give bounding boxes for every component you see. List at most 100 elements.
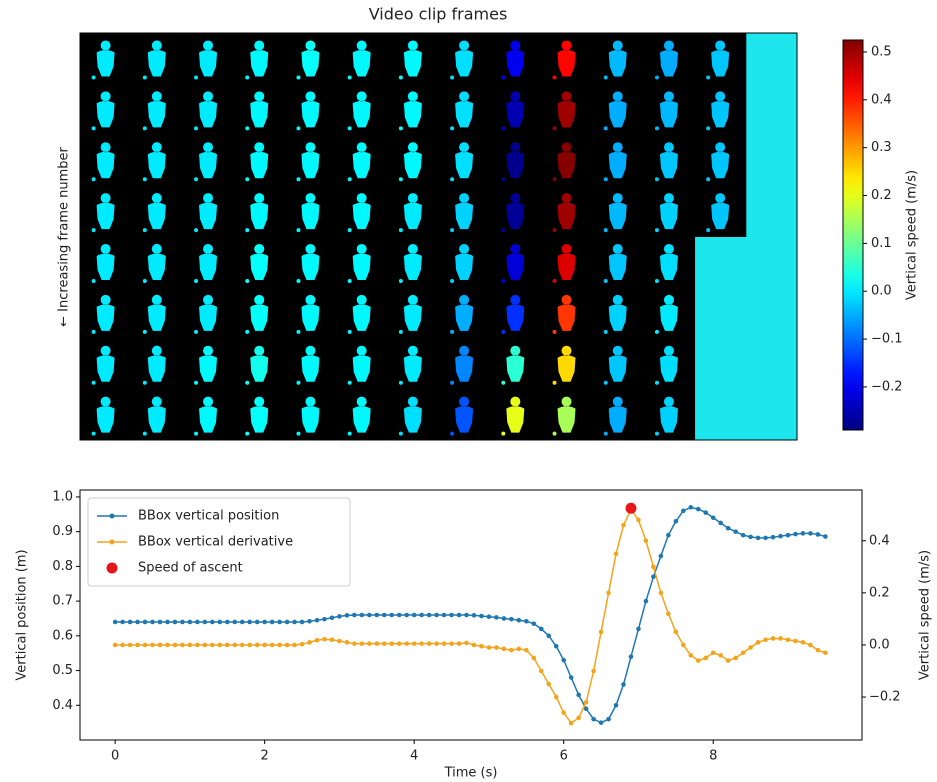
frame — [347, 40, 371, 80]
frame — [450, 345, 474, 385]
marker — [396, 612, 402, 618]
y2-tick-label: 0.2 — [869, 585, 890, 600]
marker — [157, 642, 163, 648]
marker — [344, 613, 350, 618]
frame — [296, 193, 320, 233]
marker — [516, 617, 522, 623]
frame — [142, 396, 166, 436]
marker — [329, 615, 335, 621]
frame — [347, 193, 371, 233]
frame — [91, 40, 115, 80]
marker — [740, 650, 746, 656]
marker — [800, 531, 806, 536]
marker — [120, 619, 125, 625]
marker — [314, 617, 320, 623]
frame — [706, 142, 730, 182]
marker — [755, 535, 761, 541]
marker — [232, 642, 238, 648]
frame — [398, 294, 422, 334]
frame — [501, 40, 525, 80]
marker — [150, 619, 155, 625]
colorbar-tick-label: 0.5 — [871, 44, 892, 59]
marker — [823, 650, 828, 656]
marker — [793, 531, 798, 537]
marker — [695, 658, 701, 663]
marker — [127, 642, 133, 648]
marker — [210, 642, 215, 648]
frame — [245, 243, 269, 283]
marker — [494, 615, 499, 620]
frames-y-label: ← Increasing frame number — [57, 147, 72, 327]
frame — [194, 193, 218, 233]
frame — [706, 40, 730, 80]
marker — [553, 694, 559, 700]
frame — [245, 396, 269, 436]
marker — [748, 645, 753, 650]
frame — [603, 396, 627, 436]
marker — [284, 642, 290, 648]
frame — [194, 345, 218, 385]
marker — [239, 619, 245, 625]
marker — [606, 590, 611, 596]
y-tick-label: 1.0 — [52, 489, 73, 504]
marker — [120, 642, 125, 648]
marker — [224, 642, 230, 648]
x-tick-label: 2 — [261, 749, 269, 764]
colorbar-tick-label: 0.3 — [871, 140, 892, 155]
marker — [202, 619, 208, 625]
frame — [91, 193, 115, 233]
marker — [434, 641, 439, 646]
marker — [651, 574, 656, 580]
marker — [195, 642, 200, 648]
frame — [194, 91, 218, 131]
marker — [329, 637, 335, 643]
frame — [347, 142, 371, 182]
marker — [247, 642, 253, 648]
frame — [603, 91, 627, 131]
colorbar — [842, 39, 864, 431]
marker — [322, 636, 327, 642]
marker — [524, 647, 529, 653]
marker — [381, 612, 387, 618]
marker — [785, 637, 791, 643]
marker — [359, 641, 365, 646]
marker — [441, 641, 447, 646]
marker — [561, 710, 567, 715]
marker — [471, 642, 477, 648]
marker — [546, 681, 552, 687]
marker — [815, 647, 821, 653]
marker — [725, 658, 731, 663]
frame — [398, 91, 422, 131]
frame — [450, 40, 474, 80]
marker — [501, 646, 507, 652]
marker — [112, 642, 118, 648]
marker — [426, 641, 432, 646]
frame — [142, 345, 166, 385]
marker — [299, 619, 305, 625]
frame — [450, 91, 474, 131]
marker — [666, 532, 671, 538]
marker — [815, 532, 821, 537]
colorbar-tick-label: 0.1 — [871, 236, 892, 251]
y-axis-label: Vertical position (m) — [15, 549, 30, 680]
x-tick-label: 0 — [111, 749, 119, 764]
marker — [651, 564, 656, 570]
marker — [456, 641, 462, 646]
marker — [456, 612, 462, 618]
marker — [763, 637, 768, 643]
marker — [404, 641, 410, 646]
marker — [553, 643, 559, 649]
marker — [695, 506, 701, 512]
frame — [347, 396, 371, 436]
marker — [165, 642, 170, 648]
marker — [224, 619, 230, 625]
legend-label: BBox vertical position — [138, 509, 279, 524]
colorbar-tick-label: 0.2 — [871, 188, 892, 203]
marker — [389, 641, 395, 646]
marker — [643, 598, 649, 604]
marker — [217, 642, 223, 648]
frame — [142, 243, 166, 283]
y2-axis-label: Vertical speed (m/s) — [918, 550, 933, 680]
marker — [688, 653, 694, 658]
